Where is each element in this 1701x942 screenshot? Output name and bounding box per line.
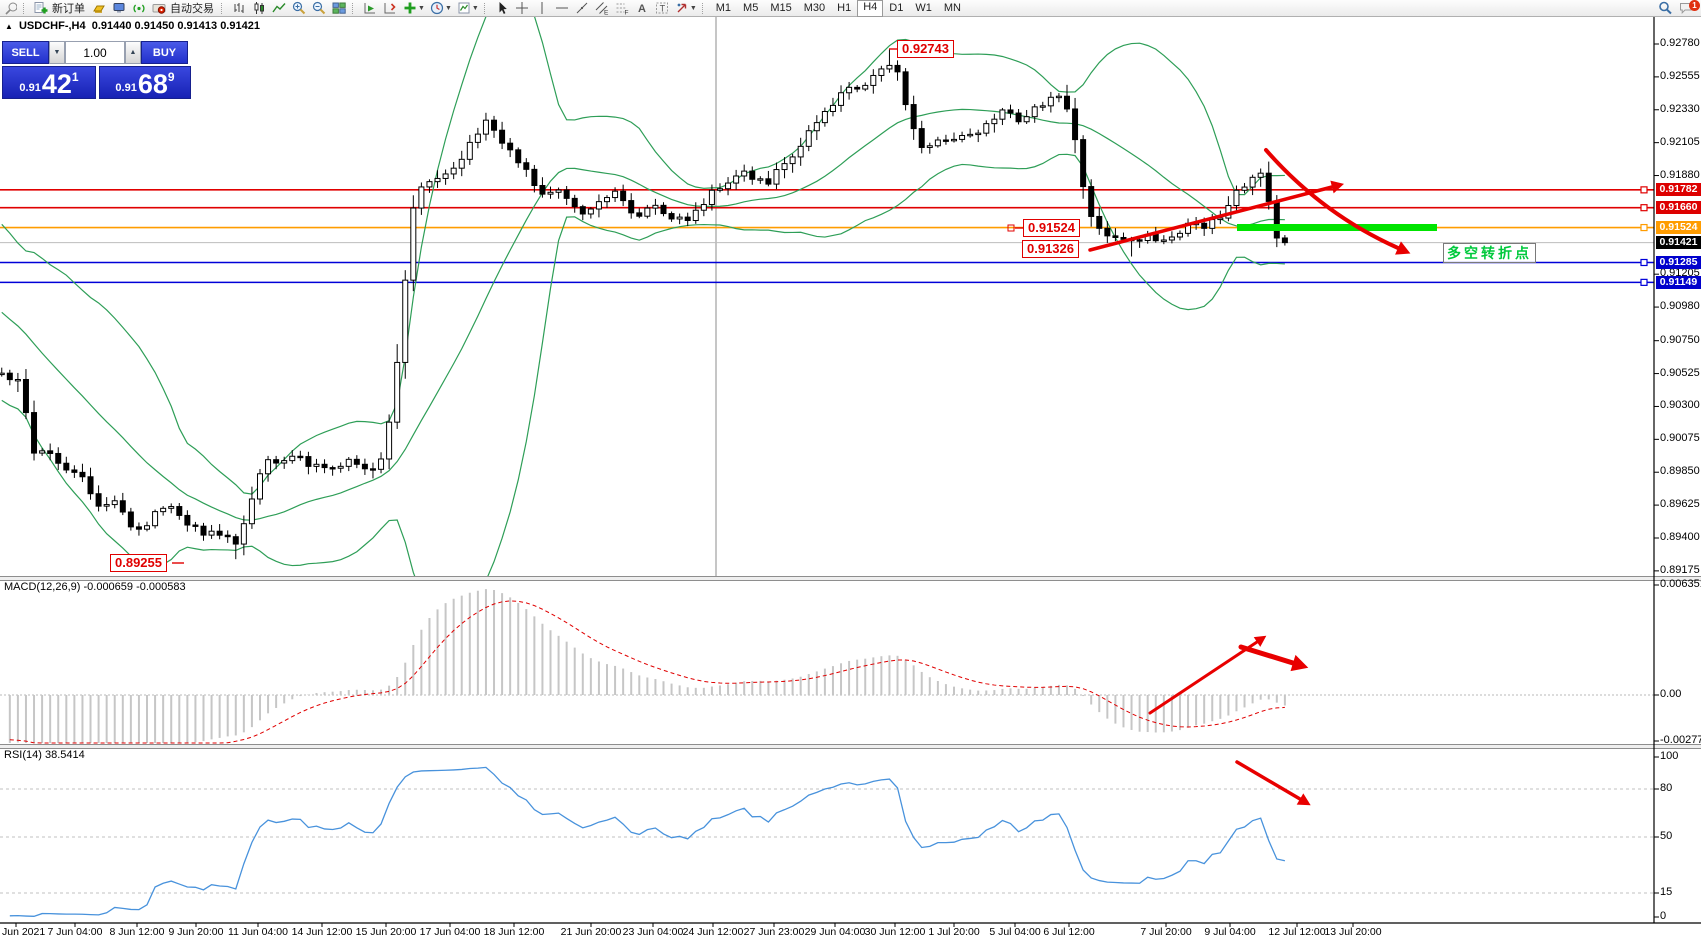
volume-input[interactable]: 1.00 [65,41,125,64]
toolbar-separator [221,2,226,14]
indicators-menu-button-dropdown-icon[interactable]: ▼ [418,4,425,12]
price-label[interactable]: 0.91524 [1023,219,1080,237]
toolbar-separator [352,2,357,14]
signals-icon[interactable] [129,1,149,16]
one-click-trading-panel: SELL ▼ 1.00 ▲ BUY 0.91 42 1 0.91 68 9 [2,41,191,99]
timeframe-mn[interactable]: MN [943,1,961,14]
buy-price-pip: 9 [167,70,175,84]
autotrade-button-label[interactable]: 自动交易 [170,3,214,15]
cursor-tool-icon[interactable] [492,1,512,16]
buy-price-big: 68 [137,69,168,99]
zoom-out-icon[interactable] [309,1,329,16]
market-watch-icon[interactable] [109,1,129,16]
toolbar-separator [701,2,707,14]
line-chart-icon[interactable] [269,1,289,16]
price-label[interactable]: 0.89255 [110,554,167,572]
trend-arrow [1235,760,1302,801]
trend-arrow [1264,148,1400,250]
fibonacci-tool-icon[interactable]: F [612,1,632,16]
autotrade-button[interactable] [149,1,169,16]
tile-windows-icon[interactable] [329,1,349,16]
candles-layer [0,49,1288,560]
periods-menu-button[interactable] [427,1,447,16]
trend-arrow [1238,644,1296,666]
trend-arrow [1148,640,1259,715]
svg-text:E: E [604,10,609,16]
chart-shift-icon[interactable] [380,1,400,16]
search-icon[interactable] [1655,1,1675,16]
vertical-line-tool-icon[interactable] [532,1,552,16]
sell-price-big: 42 [41,69,72,99]
sell-price-button[interactable]: 0.91 42 1 [2,66,96,99]
zoom-in-icon[interactable] [289,1,309,16]
trend-arrow [1088,185,1334,252]
timeframe-m1[interactable]: M1 [715,1,732,14]
horizontal-line-tool-icon[interactable] [552,1,572,16]
svg-text:A: A [638,3,646,15]
timeframe-m5[interactable]: M5 [743,1,759,14]
volume-increase-button[interactable]: ▲ [125,41,141,64]
text-label-tool-icon[interactable]: T [652,1,672,16]
new-order-button-label[interactable]: 新订单 [52,3,85,15]
toolbar-separator [483,2,489,14]
depth-of-market-icon[interactable] [89,1,109,16]
periods-menu-button-dropdown-icon[interactable]: ▼ [444,4,452,12]
text-tool-icon[interactable]: A [632,1,652,16]
main-price-panel[interactable] [0,0,1654,617]
toolbar: 新订单 自动交易 ▼ ▼ ▼ E F A T ▼ M1 M5 M15 M30 H1 H4 D1 W1 MN 1 [0,0,1701,17]
toolbar-separator [23,2,28,14]
notifications-button[interactable]: 1 [1675,0,1700,16]
price-label[interactable]: 0.91326 [1022,240,1079,258]
crosshair-tool-icon[interactable] [512,1,532,16]
sell-price-pip: 1 [71,70,79,84]
templates-menu-button[interactable] [454,1,474,16]
buy-price-button[interactable]: 0.91 68 9 [99,66,191,99]
price-label[interactable]: 0.92743 [897,40,954,58]
timeframe-w1[interactable]: W1 [915,1,932,14]
auto-scroll-icon[interactable] [360,1,380,16]
buy-button[interactable]: BUY [141,41,188,64]
timeframe-h1[interactable]: H1 [837,1,852,14]
candlestick-chart-icon[interactable] [249,1,269,16]
new-order-button[interactable] [31,1,51,16]
sell-button[interactable]: SELL [2,41,49,64]
equidistant-channel-tool-icon[interactable]: E [592,1,612,16]
chart-fragment-icon[interactable] [0,1,20,16]
svg-text:F: F [624,10,628,16]
notification-badge: 1 [1689,0,1700,11]
sell-price-prefix: 0.91 [19,82,41,94]
arrows-tool-icon-dropdown-icon[interactable]: ▼ [689,4,697,12]
buy-price-prefix: 0.91 [115,82,137,94]
indicators-menu-button[interactable] [400,1,420,16]
svg-text:T: T [659,4,665,14]
macd-panel[interactable] [0,589,1654,744]
timeframe-m30[interactable]: M30 [803,1,826,14]
bar-chart-icon[interactable] [229,1,249,16]
timeframe-h4[interactable]: H4 [857,0,884,17]
trendline-tool-icon[interactable] [572,1,592,16]
rsi-panel[interactable] [0,760,1654,917]
volume-decrease-button[interactable]: ▼ [49,41,65,64]
timeframe-m15[interactable]: M15 [770,1,792,14]
arrows-tool-icon[interactable] [672,1,692,16]
support-zone-highlight[interactable] [1237,224,1437,231]
timeframe-d1[interactable]: D1 [889,1,904,14]
templates-menu-button-dropdown-icon[interactable]: ▼ [471,4,479,12]
annotation-turning-point[interactable]: 多空转折点 [1443,243,1536,263]
